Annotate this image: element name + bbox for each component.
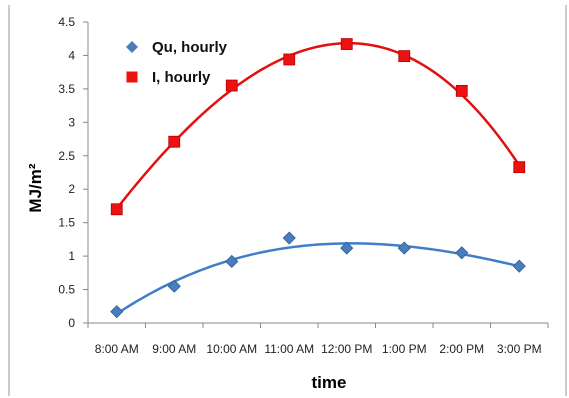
trendline-series-1 xyxy=(115,41,521,210)
data-point-square xyxy=(283,53,296,66)
y-tick-label: 0.5 xyxy=(58,283,75,297)
data-point-diamond xyxy=(167,279,181,293)
data-point-diamond xyxy=(225,254,239,269)
x-axis-title: time xyxy=(312,373,347,392)
data-point-square xyxy=(110,203,123,216)
legend-marker-square xyxy=(126,71,138,83)
data-markers xyxy=(110,38,526,319)
legend-label: I, hourly xyxy=(152,69,211,86)
y-axis-title: MJ/m² xyxy=(26,163,45,212)
data-point-square xyxy=(398,50,411,63)
x-tick-label: 8:00 AM xyxy=(95,342,139,356)
axes: 0 0.5 1 1.5 2 2.5 3 3.5 4 4.5 8:00 AM 9:00 AM 10:00 … xyxy=(58,15,549,356)
data-point-square xyxy=(513,161,526,174)
x-tick-label: 11:00 AM xyxy=(264,342,314,356)
x-tick-label: 10:00 AM xyxy=(206,342,257,356)
x-tick-label: 1:00 PM xyxy=(382,342,427,356)
data-point-diamond xyxy=(110,305,124,319)
x-tick-label: 9:00 AM xyxy=(152,342,196,356)
y-tick-label: 2 xyxy=(68,182,75,196)
data-point-diamond xyxy=(282,231,296,245)
y-tick-label: 4.5 xyxy=(58,15,75,29)
y-tick-label: 3.5 xyxy=(58,82,75,96)
y-tick-label: 1 xyxy=(68,249,75,263)
trendlines xyxy=(115,41,521,315)
x-tick-label: 3:00 PM xyxy=(497,342,542,356)
y-tick-label: 4 xyxy=(68,48,75,62)
y-tick-label: 3 xyxy=(68,115,75,129)
legend-label: Qu, hourly xyxy=(152,39,228,56)
trendline-series-0 xyxy=(116,242,520,315)
data-point-diamond xyxy=(455,246,469,260)
data-point-diamond xyxy=(512,259,526,273)
x-tick-label: 12:00 PM xyxy=(321,342,372,356)
data-point-square xyxy=(455,84,468,97)
y-tick-label: 1.5 xyxy=(58,216,75,230)
data-point-diamond xyxy=(340,241,354,255)
legend-marker-diamond xyxy=(126,41,138,53)
data-point-square xyxy=(168,135,181,148)
data-point-square xyxy=(225,79,238,92)
y-tick-label: 2.5 xyxy=(58,149,75,163)
x-tick-label: 2:00 PM xyxy=(439,342,484,356)
y-tick-label: 0 xyxy=(68,316,75,330)
data-point-diamond xyxy=(397,241,411,255)
data-point-square xyxy=(340,38,353,50)
legend: Qu, hourly I, hourly xyxy=(126,39,228,86)
